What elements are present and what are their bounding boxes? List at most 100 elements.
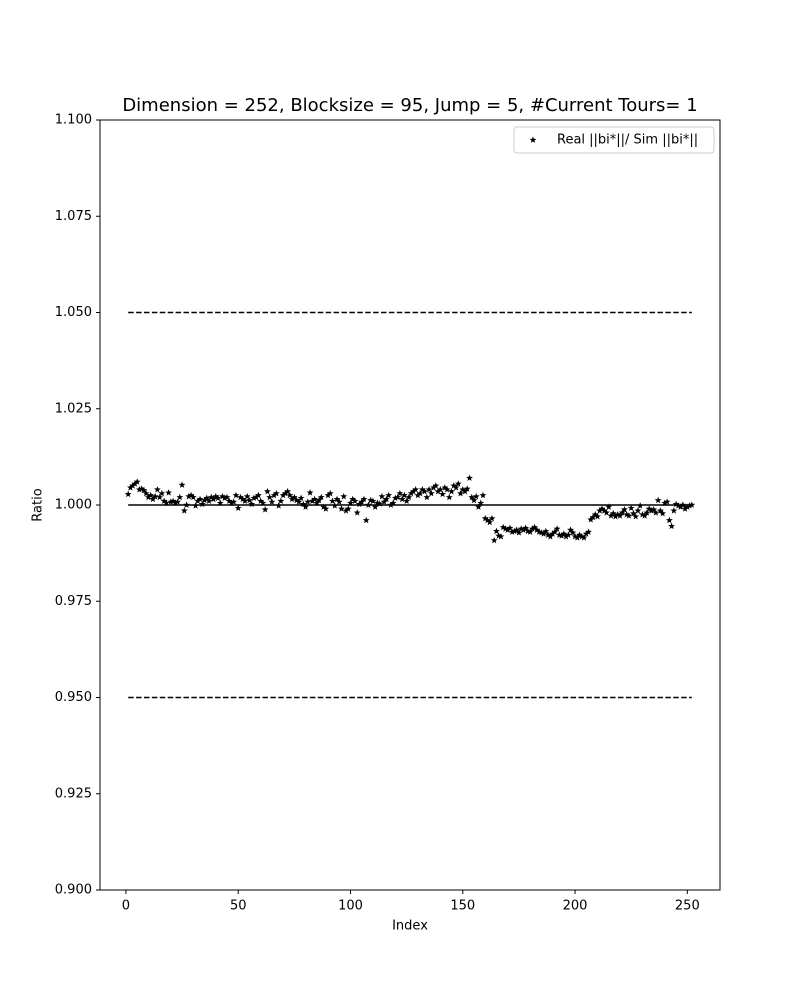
- point: [371, 503, 379, 510]
- point: [486, 518, 494, 526]
- point: [338, 505, 345, 512]
- point: [162, 499, 170, 506]
- point: [365, 501, 372, 508]
- x-tick-label: 150: [450, 899, 475, 914]
- x-tick-label: 100: [338, 899, 363, 914]
- point: [387, 501, 395, 508]
- point: [418, 486, 426, 493]
- point: [127, 484, 134, 491]
- point: [266, 493, 274, 501]
- point: [183, 501, 190, 508]
- point: [313, 499, 321, 506]
- point: [612, 512, 619, 520]
- point: [425, 486, 433, 493]
- point: [389, 499, 397, 506]
- point: [656, 507, 664, 514]
- point: [450, 482, 458, 489]
- point: [255, 491, 262, 499]
- point: [472, 492, 480, 500]
- point: [144, 493, 152, 501]
- point: [290, 493, 298, 501]
- point: [670, 507, 678, 514]
- point: [299, 500, 307, 508]
- point: [376, 500, 384, 507]
- point: [560, 530, 568, 537]
- legend-marker: [529, 136, 537, 143]
- point: [542, 527, 550, 535]
- point: [187, 491, 195, 499]
- point: [468, 493, 476, 501]
- point: [353, 509, 361, 516]
- point: [562, 532, 570, 540]
- point: [513, 526, 521, 533]
- point: [149, 495, 157, 503]
- point: [463, 485, 471, 492]
- point: [573, 534, 581, 541]
- point: [638, 511, 646, 518]
- point: [681, 505, 689, 512]
- y-tick-label: 0.925: [55, 786, 92, 801]
- point: [221, 494, 229, 501]
- y-axis-label: Ratio: [31, 488, 46, 521]
- point: [609, 509, 617, 517]
- y-tick-label: 1.050: [55, 305, 92, 320]
- point: [659, 509, 667, 517]
- point: [533, 526, 541, 533]
- point: [661, 499, 669, 506]
- point: [621, 506, 628, 513]
- point: [228, 499, 235, 506]
- point: [140, 486, 148, 494]
- point: [481, 514, 489, 522]
- point: [216, 499, 224, 506]
- point: [434, 487, 442, 495]
- point: [234, 504, 242, 511]
- point: [192, 502, 199, 509]
- point: [124, 490, 132, 498]
- point: [396, 489, 404, 497]
- point: [196, 495, 204, 503]
- point: [272, 489, 280, 497]
- point: [358, 498, 366, 505]
- point: [344, 505, 352, 512]
- point: [315, 496, 323, 504]
- point: [198, 500, 206, 508]
- point: [531, 523, 539, 531]
- point: [329, 497, 336, 505]
- point: [632, 512, 640, 520]
- point: [351, 497, 359, 505]
- point: [432, 482, 440, 489]
- point: [414, 491, 422, 499]
- point: [490, 536, 498, 544]
- point: [261, 506, 269, 513]
- point: [528, 525, 536, 532]
- point: [203, 494, 211, 501]
- point: [654, 496, 662, 504]
- point: [360, 495, 368, 503]
- point: [331, 502, 339, 509]
- point: [508, 528, 516, 535]
- point: [502, 525, 509, 532]
- point: [333, 495, 341, 503]
- point: [243, 492, 251, 500]
- point: [223, 493, 231, 501]
- point: [582, 530, 590, 537]
- point: [286, 491, 294, 499]
- point: [567, 526, 574, 533]
- point: [133, 478, 141, 485]
- point: [459, 486, 467, 493]
- point: [214, 494, 222, 501]
- point: [288, 495, 296, 503]
- point: [477, 499, 485, 506]
- point: [645, 505, 653, 512]
- point: [598, 505, 606, 512]
- point: [311, 495, 318, 503]
- point: [515, 529, 523, 536]
- point: [526, 528, 534, 535]
- point: [160, 497, 168, 505]
- point: [497, 532, 505, 540]
- point: [378, 492, 386, 500]
- point: [210, 495, 217, 503]
- point: [324, 491, 332, 499]
- point: [578, 532, 586, 540]
